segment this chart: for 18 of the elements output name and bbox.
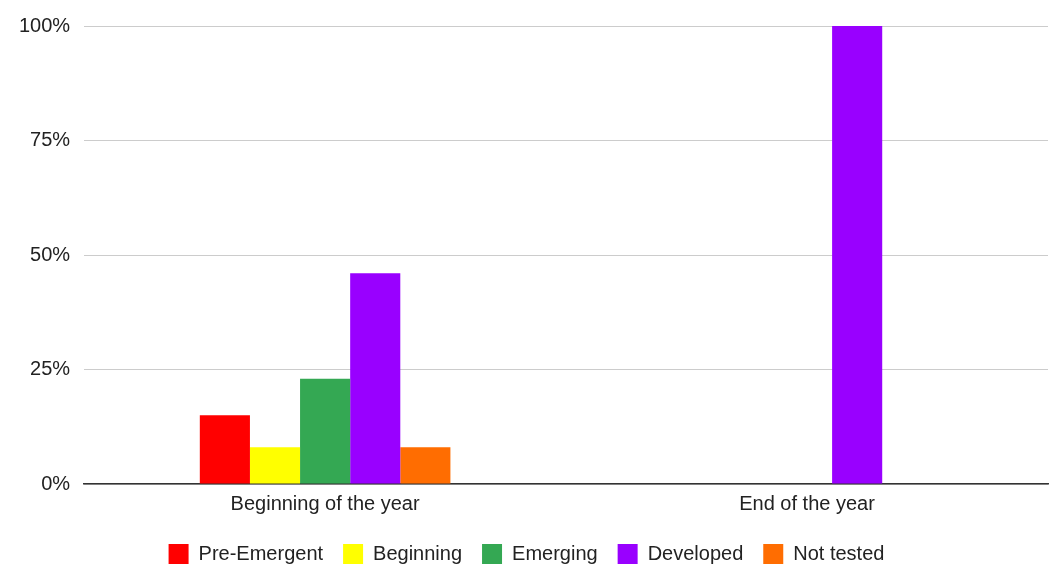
bar <box>199 415 250 484</box>
legend-label: Beginning <box>373 541 463 564</box>
y-tick-label: 50% <box>30 242 71 265</box>
legend-label: Not tested <box>793 541 885 564</box>
bar <box>249 447 301 484</box>
bar <box>832 26 883 484</box>
legend-label: Pre-Emergent <box>198 541 324 564</box>
bar <box>350 273 401 484</box>
y-tick-label: 25% <box>30 357 71 380</box>
x-tick-label: End of the year <box>739 491 876 514</box>
bar <box>300 378 351 484</box>
legend-label: Developed <box>647 541 744 564</box>
y-tick-label: 100% <box>19 13 71 36</box>
x-tick-label: Beginning of the year <box>230 491 420 514</box>
y-tick-label: 75% <box>30 128 71 151</box>
bar <box>400 447 451 484</box>
y-tick-label: 0% <box>41 471 71 494</box>
legend-label: Emerging <box>512 541 598 564</box>
